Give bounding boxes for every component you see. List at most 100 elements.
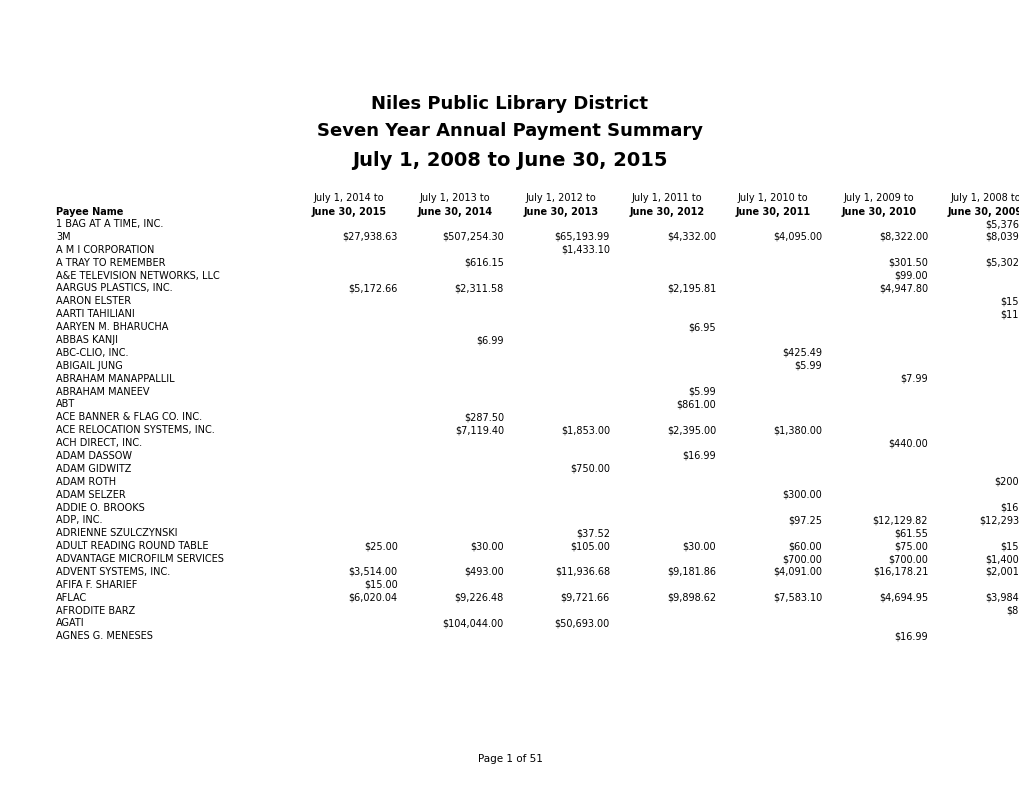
Text: $4,332.00: $4,332.00 — [666, 232, 715, 242]
Text: $300.00: $300.00 — [782, 489, 821, 500]
Text: AARTI TAHILIANI: AARTI TAHILIANI — [56, 309, 135, 319]
Text: $700.00: $700.00 — [888, 554, 927, 564]
Text: AFRODITE BARZ: AFRODITE BARZ — [56, 605, 136, 615]
Text: Payee Name: Payee Name — [56, 207, 123, 217]
Text: $616.15: $616.15 — [464, 258, 503, 268]
Text: $2,311.58: $2,311.58 — [454, 284, 503, 293]
Text: $15.18: $15.18 — [1000, 296, 1019, 307]
Text: June 30, 2012: June 30, 2012 — [629, 207, 704, 217]
Text: $60.00: $60.00 — [788, 541, 821, 551]
Text: AARON ELSTER: AARON ELSTER — [56, 296, 131, 307]
Text: AARGUS PLASTICS, INC.: AARGUS PLASTICS, INC. — [56, 284, 172, 293]
Text: 1 BAG AT A TIME, INC.: 1 BAG AT A TIME, INC. — [56, 219, 163, 229]
Text: $2,195.81: $2,195.81 — [666, 284, 715, 293]
Text: ABT: ABT — [56, 400, 75, 410]
Text: $3,514.00: $3,514.00 — [348, 567, 397, 577]
Text: $200.00: $200.00 — [994, 477, 1019, 487]
Text: $440.00: $440.00 — [888, 438, 927, 448]
Text: ACE BANNER & FLAG CO. INC.: ACE BANNER & FLAG CO. INC. — [56, 412, 202, 422]
Text: $25.00: $25.00 — [364, 541, 397, 551]
Text: $1,380.00: $1,380.00 — [772, 426, 821, 435]
Text: $5,302.95: $5,302.95 — [984, 258, 1019, 268]
Text: ADULT READING ROUND TABLE: ADULT READING ROUND TABLE — [56, 541, 209, 551]
Text: ACE RELOCATION SYSTEMS, INC.: ACE RELOCATION SYSTEMS, INC. — [56, 426, 215, 435]
Text: $16.99: $16.99 — [894, 631, 927, 641]
Text: $5.99: $5.99 — [794, 361, 821, 371]
Text: ACH DIRECT, INC.: ACH DIRECT, INC. — [56, 438, 142, 448]
Text: $301.50: $301.50 — [888, 258, 927, 268]
Text: $11,936.68: $11,936.68 — [554, 567, 609, 577]
Text: $15.00: $15.00 — [1000, 541, 1019, 551]
Text: $5,376.00: $5,376.00 — [984, 219, 1019, 229]
Text: Niles Public Library District: Niles Public Library District — [371, 95, 648, 113]
Text: A TRAY TO REMEMBER: A TRAY TO REMEMBER — [56, 258, 165, 268]
Text: AFLAC: AFLAC — [56, 593, 88, 603]
Text: $105.00: $105.00 — [570, 541, 609, 551]
Text: ADRIENNE SZULCZYNSKI: ADRIENNE SZULCZYNSKI — [56, 528, 177, 538]
Text: June 30, 2011: June 30, 2011 — [735, 207, 810, 217]
Text: $6.99: $6.99 — [476, 335, 503, 345]
Text: AGATI: AGATI — [56, 619, 85, 629]
Text: A&E TELEVISION NETWORKS, LLC: A&E TELEVISION NETWORKS, LLC — [56, 270, 220, 281]
Text: $8.95: $8.95 — [1006, 605, 1019, 615]
Text: $30.00: $30.00 — [470, 541, 503, 551]
Text: $2,395.00: $2,395.00 — [666, 426, 715, 435]
Text: $4,694.95: $4,694.95 — [878, 593, 927, 603]
Text: July 1, 2008 to June 30, 2015: July 1, 2008 to June 30, 2015 — [352, 151, 667, 170]
Text: A M I CORPORATION: A M I CORPORATION — [56, 245, 154, 255]
Text: 3M: 3M — [56, 232, 70, 242]
Text: ADDIE O. BROOKS: ADDIE O. BROOKS — [56, 503, 145, 512]
Text: ADVANTAGE MICROFILM SERVICES: ADVANTAGE MICROFILM SERVICES — [56, 554, 224, 564]
Text: $97.25: $97.25 — [788, 515, 821, 526]
Text: $7,583.10: $7,583.10 — [772, 593, 821, 603]
Text: ABC-CLIO, INC.: ABC-CLIO, INC. — [56, 348, 128, 358]
Text: $37.52: $37.52 — [576, 528, 609, 538]
Text: $3,984.16: $3,984.16 — [984, 593, 1019, 603]
Text: $30.00: $30.00 — [682, 541, 715, 551]
Text: $493.00: $493.00 — [464, 567, 503, 577]
Text: July 1, 2009 to: July 1, 2009 to — [843, 193, 914, 203]
Text: ABRAHAM MANAPPALLIL: ABRAHAM MANAPPALLIL — [56, 374, 174, 384]
Text: $287.50: $287.50 — [464, 412, 503, 422]
Text: $16.00: $16.00 — [1000, 503, 1019, 512]
Text: $7.99: $7.99 — [900, 374, 927, 384]
Text: $65,193.99: $65,193.99 — [554, 232, 609, 242]
Text: $4,095.00: $4,095.00 — [772, 232, 821, 242]
Text: $1,853.00: $1,853.00 — [560, 426, 609, 435]
Text: $12,293.89: $12,293.89 — [978, 515, 1019, 526]
Text: ABBAS KANJI: ABBAS KANJI — [56, 335, 118, 345]
Text: $861.00: $861.00 — [676, 400, 715, 410]
Text: ADAM SELZER: ADAM SELZER — [56, 489, 125, 500]
Text: June 30, 2010: June 30, 2010 — [841, 207, 916, 217]
Text: $2,001.40: $2,001.40 — [984, 567, 1019, 577]
Text: Page 1 of 51: Page 1 of 51 — [477, 754, 542, 764]
Text: $75.00: $75.00 — [894, 541, 927, 551]
Text: $8,322.00: $8,322.00 — [878, 232, 927, 242]
Text: $9,898.62: $9,898.62 — [666, 593, 715, 603]
Text: $50,693.00: $50,693.00 — [554, 619, 609, 629]
Text: June 30, 2014: June 30, 2014 — [417, 207, 492, 217]
Text: $750.00: $750.00 — [570, 464, 609, 474]
Text: $11.98: $11.98 — [1000, 309, 1019, 319]
Text: $61.55: $61.55 — [894, 528, 927, 538]
Text: $7,119.40: $7,119.40 — [454, 426, 503, 435]
Text: June 30, 2015: June 30, 2015 — [311, 207, 386, 217]
Text: July 1, 2012 to: July 1, 2012 to — [525, 193, 596, 203]
Text: ADP, INC.: ADP, INC. — [56, 515, 103, 526]
Text: AFIFA F. SHARIEF: AFIFA F. SHARIEF — [56, 580, 138, 589]
Text: ADAM GIDWITZ: ADAM GIDWITZ — [56, 464, 131, 474]
Text: $8,039.00: $8,039.00 — [984, 232, 1019, 242]
Text: $4,091.00: $4,091.00 — [772, 567, 821, 577]
Text: $99.00: $99.00 — [894, 270, 927, 281]
Text: $5,172.66: $5,172.66 — [348, 284, 397, 293]
Text: $1,433.10: $1,433.10 — [560, 245, 609, 255]
Text: $16,178.21: $16,178.21 — [872, 567, 927, 577]
Text: $6.95: $6.95 — [688, 322, 715, 332]
Text: $12,129.82: $12,129.82 — [872, 515, 927, 526]
Text: $1,400.00: $1,400.00 — [984, 554, 1019, 564]
Text: $104,044.00: $104,044.00 — [442, 619, 503, 629]
Text: ADAM DASSOW: ADAM DASSOW — [56, 451, 132, 461]
Text: $700.00: $700.00 — [782, 554, 821, 564]
Text: AARYEN M. BHARUCHA: AARYEN M. BHARUCHA — [56, 322, 168, 332]
Text: ABIGAIL JUNG: ABIGAIL JUNG — [56, 361, 122, 371]
